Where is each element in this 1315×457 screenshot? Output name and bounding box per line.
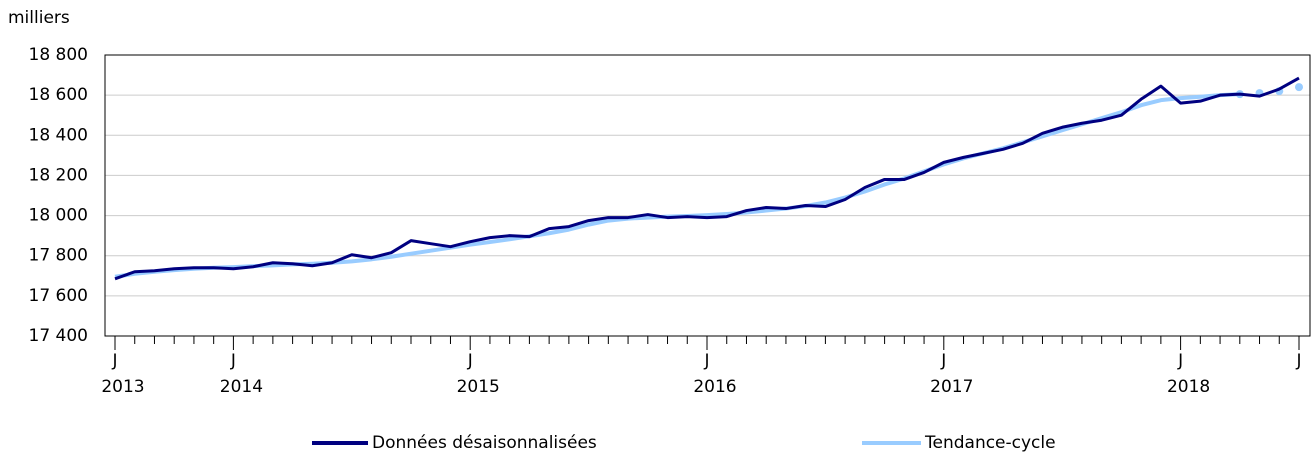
x-year-label: 2014 bbox=[220, 377, 263, 397]
y-tick-label: 18 200 bbox=[29, 165, 88, 185]
y-axis-label: milliers bbox=[8, 8, 70, 28]
x-tick-label: J bbox=[230, 351, 236, 371]
x-year-label: 2016 bbox=[693, 377, 736, 397]
x-year-label: 2018 bbox=[1167, 377, 1210, 397]
y-tick-label: 17 600 bbox=[29, 286, 88, 306]
series-line bbox=[114, 76, 1300, 281]
x-tick-label: J bbox=[703, 351, 709, 371]
x-tick-label: J bbox=[940, 351, 946, 371]
y-tick-label: 18 600 bbox=[29, 85, 88, 105]
x-tick-label: J bbox=[1177, 351, 1183, 371]
x-tick-label: J bbox=[1295, 351, 1301, 371]
legend-label: Tendance-cycle bbox=[924, 433, 1056, 453]
series-line bbox=[114, 92, 1240, 279]
plot-frame bbox=[104, 54, 1311, 337]
y-tick-label: 18 000 bbox=[29, 206, 88, 226]
y-tick-label: 17 800 bbox=[29, 246, 88, 266]
provisional-point bbox=[1295, 83, 1303, 92]
legend-label: Données désaisonnalisées bbox=[372, 433, 597, 453]
x-tick-label: J bbox=[111, 351, 117, 371]
x-tick-label: J bbox=[467, 351, 473, 371]
y-tick-label: 17 400 bbox=[29, 326, 88, 346]
x-year-label: 2017 bbox=[930, 377, 973, 397]
x-year-label: 2015 bbox=[457, 377, 500, 397]
y-tick-label: 18 400 bbox=[29, 125, 88, 145]
x-year-label: 2013 bbox=[101, 377, 144, 397]
y-tick-label: 18 800 bbox=[29, 45, 88, 65]
